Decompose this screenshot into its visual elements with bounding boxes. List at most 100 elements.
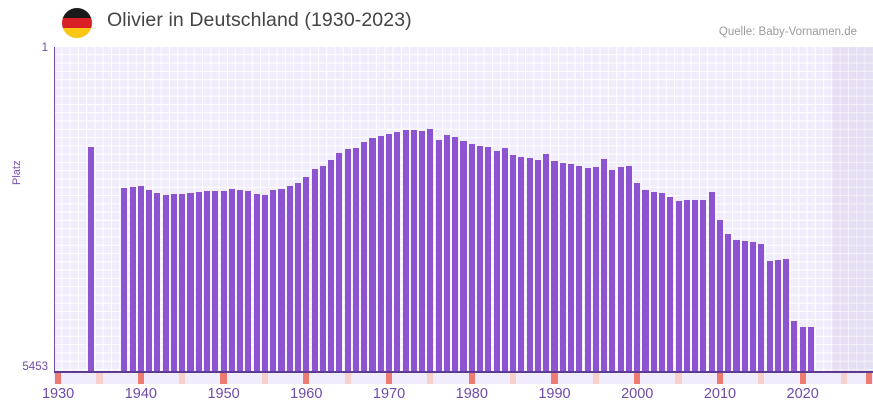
bar	[485, 147, 492, 372]
bar	[683, 200, 690, 372]
bar	[154, 193, 161, 372]
x-axis-tick-label: 1990	[538, 386, 571, 402]
bar	[749, 242, 757, 372]
german-flag-icon	[62, 8, 92, 38]
x-axis-tick	[385, 373, 393, 384]
bar	[543, 154, 550, 372]
bar	[501, 148, 508, 372]
x-axis-tick	[675, 373, 682, 384]
bar	[650, 191, 657, 372]
bar	[476, 145, 484, 372]
bar	[617, 166, 624, 372]
bar	[468, 143, 475, 372]
bar	[328, 160, 335, 372]
x-axis-tick-label: 1960	[290, 386, 323, 402]
bar	[758, 243, 765, 372]
x-axis-tick	[55, 373, 62, 384]
x-axis-tick-label: 1940	[124, 386, 157, 402]
bar	[733, 239, 740, 372]
bar	[700, 199, 707, 372]
x-axis-tick	[510, 373, 517, 384]
x-axis-tick-label: 1970	[372, 386, 406, 402]
bar	[369, 138, 376, 372]
x-axis-line	[54, 371, 873, 373]
bar	[526, 158, 533, 372]
x-axis-tick-label: 2000	[621, 386, 654, 402]
bar	[286, 185, 293, 372]
bar	[220, 190, 227, 372]
x-axis-tick	[840, 373, 848, 384]
bar	[410, 129, 417, 372]
bar	[783, 258, 790, 372]
bar	[716, 219, 724, 372]
x-axis-tick	[758, 373, 765, 384]
bar	[162, 194, 169, 372]
bar	[609, 169, 616, 372]
bar	[493, 151, 500, 372]
bar	[179, 194, 186, 372]
bar	[766, 260, 773, 372]
x-axis-tick	[220, 373, 227, 384]
bar	[534, 159, 542, 372]
y-axis-label-bottom: 5453	[22, 361, 48, 373]
bar	[146, 190, 153, 372]
bar	[129, 187, 136, 372]
bar	[385, 133, 393, 372]
bar	[567, 163, 575, 372]
bar	[137, 186, 144, 372]
bar	[253, 194, 260, 372]
bar	[319, 165, 326, 372]
bar	[774, 260, 781, 372]
bar	[725, 233, 732, 372]
x-axis-tick	[427, 373, 434, 384]
bar	[642, 190, 649, 372]
x-axis-tick	[344, 373, 351, 384]
bar	[692, 200, 699, 372]
bar	[584, 167, 591, 372]
bar	[278, 188, 285, 372]
x-axis-tick-label: 1930	[41, 386, 75, 402]
bar	[195, 191, 202, 372]
bar	[634, 183, 641, 372]
bar	[510, 154, 517, 372]
x-axis-tick-strip	[54, 373, 873, 384]
bar	[667, 196, 674, 372]
flag-band-red	[62, 17, 92, 28]
x-axis-tick	[716, 373, 724, 384]
flag-band-black	[62, 8, 92, 18]
x-axis-tick	[96, 373, 103, 384]
x-axis-tick	[303, 373, 310, 384]
bar	[402, 130, 409, 372]
bar	[435, 139, 442, 372]
bar	[559, 162, 566, 372]
x-axis-tick-label: 2010	[703, 386, 737, 402]
y-axis-line	[54, 47, 55, 372]
bar	[377, 135, 384, 372]
x-axis-tick	[865, 373, 872, 384]
bar	[344, 149, 351, 372]
bar	[352, 147, 360, 372]
x-axis-labels: 1930 1940 1950 1960 1970 1980 1990 2000 2010 2020	[0, 386, 873, 408]
x-axis-tick	[799, 373, 806, 384]
plot-area	[54, 47, 873, 372]
bar	[741, 240, 748, 372]
bar	[261, 195, 269, 372]
x-axis-tick	[137, 373, 144, 384]
bar	[121, 187, 128, 372]
bar	[294, 182, 302, 372]
bar	[518, 156, 525, 372]
bar	[88, 146, 95, 372]
bar	[576, 165, 583, 372]
bar	[427, 129, 434, 372]
bar	[187, 193, 194, 372]
source-label: Quelle: Baby-Vornamen.de	[718, 26, 857, 38]
bar	[658, 193, 666, 372]
y-axis-title: Platz	[11, 160, 23, 185]
bar	[443, 134, 451, 372]
bar	[203, 191, 211, 372]
bar	[270, 190, 277, 372]
bar	[228, 188, 235, 372]
bar	[245, 191, 252, 372]
flag-band-gold	[62, 27, 92, 38]
